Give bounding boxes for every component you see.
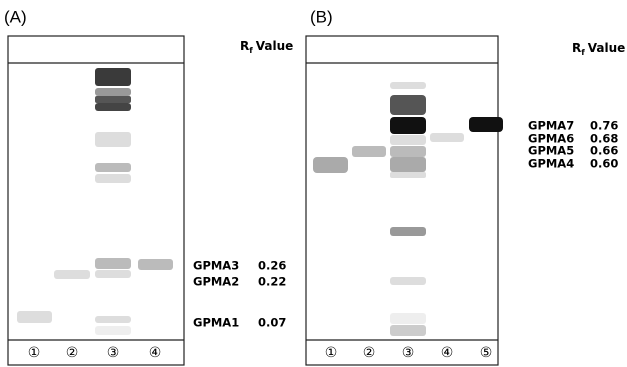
rf-subscript: f <box>249 46 253 55</box>
lane-label: ③ <box>107 345 120 361</box>
band <box>352 146 386 157</box>
band <box>95 68 131 86</box>
panel-label: (B) <box>310 7 333 26</box>
panel-label: (A) <box>4 7 27 26</box>
compound-name: GPMA1 <box>193 316 239 330</box>
compound-name: GPMA4 <box>528 157 574 171</box>
band <box>430 133 464 142</box>
band <box>390 227 426 236</box>
rf-value: 0.26 <box>258 259 286 273</box>
band <box>390 313 426 324</box>
band <box>95 258 131 269</box>
bands <box>313 82 503 336</box>
band <box>390 117 426 134</box>
annotations: GPMA3 0.26 GPMA2 0.22 GPMA1 0.07 <box>193 259 286 330</box>
rf-value: 0.60 <box>590 157 618 171</box>
band <box>95 96 131 103</box>
rf-value: 0.22 <box>258 275 286 289</box>
compound-name: GPMA2 <box>193 275 239 289</box>
compound-name: GPMA3 <box>193 259 239 273</box>
rf-value: 0.76 <box>590 119 618 133</box>
band <box>95 326 131 335</box>
bands <box>17 68 173 335</box>
lane-label: ④ <box>149 345 162 361</box>
lane-label: ④ <box>441 345 454 361</box>
band <box>390 95 426 115</box>
band <box>95 270 131 278</box>
rf-value: 0.07 <box>258 316 286 330</box>
band <box>95 88 131 96</box>
band <box>390 172 426 178</box>
band <box>390 146 426 157</box>
band <box>54 270 90 279</box>
compound-name: GPMA7 <box>528 119 574 133</box>
band <box>390 325 426 336</box>
band <box>390 135 426 145</box>
lane-label: ① <box>28 345 41 361</box>
lane-label: ⑤ <box>480 345 493 361</box>
band <box>469 117 503 132</box>
rf-text: Value <box>256 39 294 53</box>
rf-subscript: f <box>581 48 585 57</box>
lane-label: ② <box>66 345 79 361</box>
lane-label: ③ <box>402 345 415 361</box>
band <box>95 163 131 172</box>
band <box>390 157 426 172</box>
band <box>390 277 426 285</box>
rf-text: Value <box>588 41 626 55</box>
lane-label: ① <box>325 345 338 361</box>
rf-symbol: R <box>572 41 581 55</box>
band <box>313 157 348 173</box>
rf-symbol: R <box>240 39 249 53</box>
figure: (A) ① ② ③ ④ RfValue GPMA30.26GPMA20.22GP… <box>0 0 627 367</box>
band <box>17 311 52 323</box>
rf-value: 0.66 <box>590 144 618 158</box>
band <box>138 259 173 270</box>
lane-label: ② <box>363 345 376 361</box>
band <box>95 316 131 323</box>
compound-name: GPMA5 <box>528 144 574 158</box>
band <box>390 82 426 89</box>
band <box>95 174 131 183</box>
band <box>95 103 131 111</box>
band <box>95 132 131 147</box>
